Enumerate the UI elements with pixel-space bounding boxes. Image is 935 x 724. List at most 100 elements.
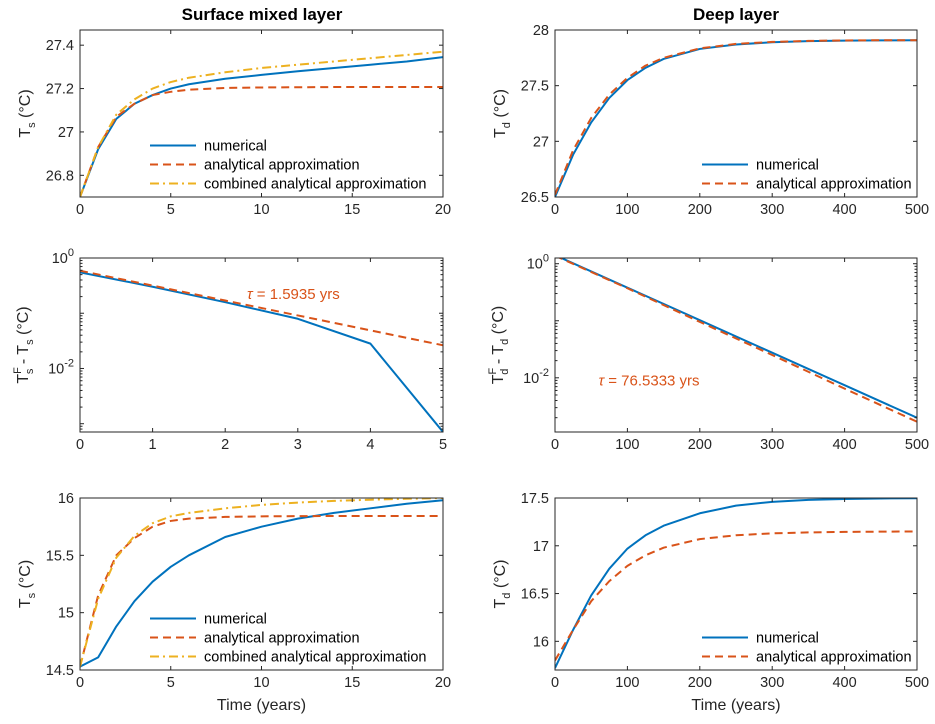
legend-label: analytical approximation <box>204 631 360 647</box>
x-tick-label: 5 <box>167 675 175 691</box>
series-line-combined-analytical-approximation <box>80 498 443 667</box>
series-line-numerical <box>555 39 917 197</box>
y-tick-label: 16 <box>58 491 74 507</box>
x-tick-label: 15 <box>344 202 360 218</box>
x-axis-label: Time (years) <box>217 697 306 714</box>
x-tick-label: 100 <box>615 675 639 691</box>
x-tick-label: 500 <box>905 675 929 691</box>
x-tick-label: 300 <box>760 202 784 218</box>
series-line-analytical-approximation <box>555 530 917 661</box>
x-tick-label: 500 <box>905 437 929 453</box>
y-axis-label: Ts (°C) <box>17 89 38 137</box>
axes-box <box>554 497 918 671</box>
x-tick-label: 200 <box>688 675 712 691</box>
y-tick-label: 26.8 <box>46 168 74 184</box>
legend-label: analytical approximation <box>204 158 360 174</box>
x-tick-label: 20 <box>435 202 451 218</box>
x-tick-label: 400 <box>832 675 856 691</box>
x-tick-label: 2 <box>221 437 229 453</box>
y-tick-label: 16.5 <box>521 587 549 603</box>
x-tick-label: 300 <box>760 437 784 453</box>
column-title-surface: Surface mixed layer <box>182 5 343 24</box>
series-line-analytical-approximation <box>80 269 443 347</box>
x-tick-label: 3 <box>294 437 302 453</box>
y-tick-label: 27.4 <box>46 38 74 54</box>
legend-label: numerical <box>204 139 267 155</box>
y-tick-label: 27.5 <box>521 79 549 95</box>
y-axis-label: Ts (°C) <box>17 560 38 608</box>
series-line-analytical-approximation <box>555 39 917 196</box>
x-tick-label: 500 <box>905 202 929 218</box>
x-tick-label: 100 <box>615 202 639 218</box>
y-tick-label: 14.5 <box>46 663 74 679</box>
x-axis-label: Time (years) <box>691 697 780 714</box>
legend-label: analytical approximation <box>756 650 912 666</box>
y-axis-label: Td (°C) <box>492 89 513 138</box>
panel-p4: 0 100 200 300 400 500 10-2 100 TFd - Td (°C) τ = … <box>487 253 929 453</box>
panel-p2: 0 100 200 300 400 500 26.5 27 27.5 28 Td (°C) numer… <box>492 23 929 218</box>
y-tick-label: 27.2 <box>46 82 74 98</box>
y-tick-label: 27 <box>533 134 549 150</box>
y-tick-label: 26.5 <box>521 190 549 206</box>
x-tick-label: 400 <box>832 437 856 453</box>
legend: numerical analytical approximation <box>702 631 912 666</box>
x-tick-label: 400 <box>832 202 856 218</box>
y-axis-label: Td (°C) <box>492 560 513 609</box>
legend-label: combined analytical approximation <box>204 650 426 666</box>
y-tick-label: 10-2 <box>523 367 549 387</box>
x-tick-label: 5 <box>439 437 447 453</box>
y-tick-label: 17 <box>533 539 549 555</box>
x-tick-label: 0 <box>551 675 559 691</box>
x-tick-label: 5 <box>167 202 175 218</box>
x-tick-label: 200 <box>688 202 712 218</box>
legend-label: analytical approximation <box>756 177 912 193</box>
legend-label: numerical <box>756 631 819 647</box>
y-tick-label: 15 <box>58 606 74 622</box>
y-tick-label: 16 <box>533 634 549 650</box>
legend: numerical analytical approximation combine… <box>150 139 426 193</box>
x-tick-label: 0 <box>551 202 559 218</box>
series-line-numerical <box>80 499 443 668</box>
y-tick-label: 100 <box>52 247 74 267</box>
series-line-numerical <box>80 271 443 432</box>
y-tick-label: 100 <box>527 253 549 273</box>
legend: numerical analytical approximation combine… <box>150 612 426 666</box>
y-tick-label: 10-2 <box>48 357 74 377</box>
column-title-deep: Deep layer <box>693 5 779 24</box>
x-tick-label: 300 <box>760 675 784 691</box>
panel-p3: 0 1 2 3 4 5 10-2 100 TFs - Ts (°C) τ = 1.5935 yrs <box>12 247 447 453</box>
x-tick-label: 15 <box>344 675 360 691</box>
panel-p5: 0 5 10 15 20 14.5 15 15.5 16 Ts (°C) Time (years) n… <box>17 491 451 714</box>
panel-p1: 0 5 10 15 20 26.8 27 27.2 27.4 Ts (°C) numerical an… <box>17 29 451 218</box>
x-tick-label: 0 <box>76 202 84 218</box>
x-tick-label: 0 <box>551 437 559 453</box>
axes-box <box>554 257 918 433</box>
y-axis-label: TFs - Ts (°C) <box>12 306 36 383</box>
y-axis-label: TFd - Td (°C) <box>487 306 511 385</box>
axes-box <box>554 29 918 198</box>
legend: numerical analytical approximation <box>702 158 912 193</box>
x-tick-label: 200 <box>688 437 712 453</box>
y-tick-label: 15.5 <box>46 548 74 564</box>
y-tick-label: 17.5 <box>521 491 549 507</box>
x-tick-label: 1 <box>149 437 157 453</box>
tau-annotation: τ = 1.5935 yrs <box>247 286 340 303</box>
panel-p6: 0 100 200 300 400 500 16 16.5 17 17.5 Td (°C) Time … <box>492 491 929 714</box>
x-tick-label: 20 <box>435 675 451 691</box>
x-tick-label: 0 <box>76 675 84 691</box>
tau-annotation: τ = 76.5333 yrs <box>598 373 699 390</box>
series-line-numerical <box>80 56 443 197</box>
legend-label: numerical <box>756 158 819 174</box>
x-tick-label: 100 <box>615 437 639 453</box>
x-tick-label: 0 <box>76 437 84 453</box>
series-line-analytical-approximation <box>80 86 443 197</box>
x-tick-label: 10 <box>253 675 269 691</box>
x-tick-label: 4 <box>366 437 374 453</box>
axes-box <box>79 257 444 433</box>
legend-label: combined analytical approximation <box>204 177 426 193</box>
series-line-numerical <box>555 498 917 669</box>
y-tick-label: 27 <box>58 125 74 141</box>
legend-label: numerical <box>204 612 267 628</box>
series-line-analytical-approximation <box>557 258 917 423</box>
